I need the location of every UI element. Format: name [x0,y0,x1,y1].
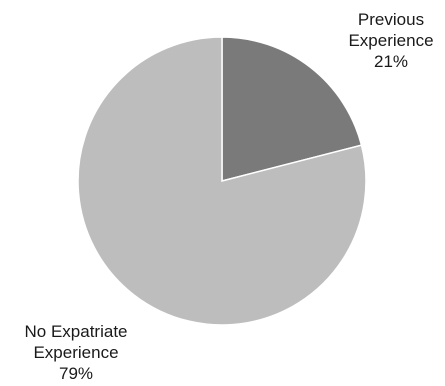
slice-label-no-expatriate-experience: No Expatriate Experience 79% [2,321,150,384]
slice-percent-label: 79% [58,364,94,383]
slice-label-line: Experience [33,343,119,362]
slice-label-line: Experience [348,31,434,50]
pie-slice-0 [221,36,363,182]
slice-percent-label: 21% [373,52,409,71]
slice-label-line: No Expatriate [24,322,128,341]
slice-label-previous-experience: Previous Experience 21% [331,9,445,72]
pie-slice-1 [77,36,367,326]
slice-label-line: Previous [357,10,425,29]
